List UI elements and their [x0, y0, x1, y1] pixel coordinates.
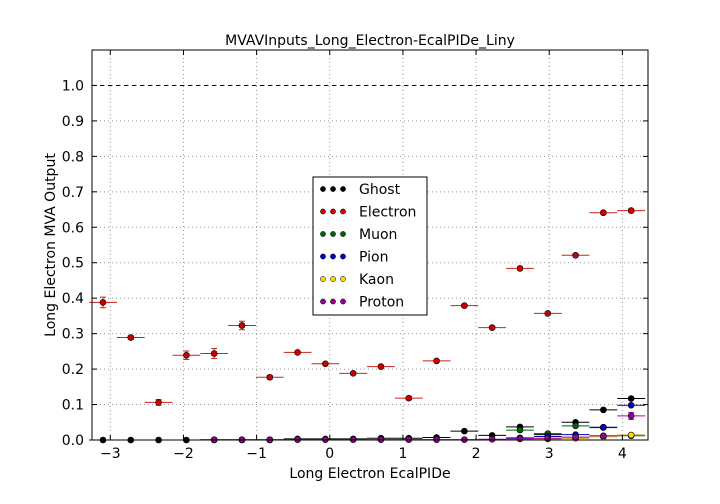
data-point — [600, 423, 607, 431]
data-point — [572, 422, 579, 430]
data-point — [627, 401, 635, 409]
x-tick-label: 1 — [398, 446, 407, 462]
legend-marker — [320, 276, 326, 282]
legend-marker — [340, 276, 346, 282]
y-tick-label: 0.4 — [62, 291, 84, 307]
legend-box — [312, 176, 428, 316]
x-tick-label: 4 — [618, 446, 627, 462]
data-point — [127, 334, 135, 341]
legend: Ghost Electron Muon Pion Kaon Proton — [312, 176, 428, 316]
data-point — [266, 373, 274, 381]
x-tick-label: −1 — [246, 446, 267, 462]
x-tick-label: 3 — [545, 446, 554, 462]
x-tick-label: −2 — [173, 446, 194, 462]
data-point — [627, 395, 635, 402]
data-point — [627, 431, 635, 439]
data-point — [294, 349, 301, 356]
axis-ticks: −3 −2 −1 0 1 2 3 4 0.0 0.1 0.2 0.3 0.4 0.5 0.6 0.7 0.8 0.… — [62, 50, 648, 462]
data-point — [488, 435, 496, 443]
y-tick-label: 0.9 — [62, 114, 84, 130]
legend-marker — [330, 276, 336, 282]
y-tick-label: 0.3 — [62, 327, 84, 343]
data-point — [488, 324, 496, 331]
y-tick-label: 0.2 — [62, 362, 84, 378]
legend-marker — [320, 186, 326, 192]
legend-label: Electron — [359, 205, 416, 221]
legend-marker — [320, 208, 326, 215]
legend-marker — [340, 231, 346, 237]
data-point — [238, 322, 246, 329]
data-point — [516, 426, 524, 434]
y-tick-label: 0.1 — [62, 398, 84, 414]
data-point — [572, 251, 579, 259]
data-point — [155, 399, 162, 406]
legend-label: Pion — [359, 250, 388, 266]
x-tick-label: 2 — [472, 446, 481, 462]
data-point — [461, 302, 468, 309]
y-tick-label: 1.0 — [62, 78, 84, 94]
legend-marker — [330, 231, 336, 237]
data-point — [183, 351, 190, 359]
data-point — [600, 432, 607, 440]
legend-marker — [340, 253, 346, 260]
data-point — [322, 360, 329, 368]
legend-marker — [320, 253, 326, 260]
legend-label: Proton — [359, 295, 404, 311]
data-point — [210, 350, 218, 357]
data-point — [600, 209, 607, 217]
data-point — [433, 357, 440, 365]
y-tick-label: 0.7 — [62, 185, 84, 201]
legend-label: Kaon — [359, 272, 394, 288]
y-tick-label: 0.6 — [62, 220, 84, 236]
data-point — [627, 207, 635, 214]
y-axis-label: Long Electron MVA Output — [43, 153, 59, 337]
plot-frame — [91, 49, 649, 441]
data-point — [516, 265, 524, 272]
data-point — [600, 406, 607, 414]
x-axis-label: Long Electron EcalPIDe — [289, 466, 450, 482]
legend-marker — [340, 298, 346, 305]
legend-marker — [330, 186, 336, 192]
legend-marker — [330, 208, 336, 215]
legend-label: Ghost — [359, 182, 401, 198]
data-point — [349, 370, 357, 377]
legend-marker — [340, 208, 346, 215]
legend-marker — [330, 298, 336, 305]
series-electron — [89, 207, 646, 406]
legend-label: Muon — [359, 227, 397, 243]
data-point — [377, 363, 385, 370]
data-point — [99, 299, 107, 306]
chart-title: MVAVInputs_Long_Electron-EcalPIDe_Liny — [225, 33, 515, 49]
data-point — [572, 433, 579, 441]
y-tick-label: 0.5 — [62, 256, 84, 272]
data-point — [461, 427, 468, 435]
legend-marker — [320, 298, 326, 305]
data-point — [405, 394, 413, 402]
x-tick-label: −3 — [100, 446, 121, 462]
legend-marker — [320, 231, 326, 237]
data-point — [627, 412, 635, 420]
x-tick-label: 0 — [325, 446, 334, 462]
y-tick-label: 0.8 — [62, 149, 84, 165]
legend-marker — [330, 253, 336, 260]
legend-marker — [340, 186, 346, 192]
y-tick-label: 0.0 — [62, 433, 84, 449]
data-point — [516, 435, 524, 443]
data-point — [544, 310, 552, 317]
